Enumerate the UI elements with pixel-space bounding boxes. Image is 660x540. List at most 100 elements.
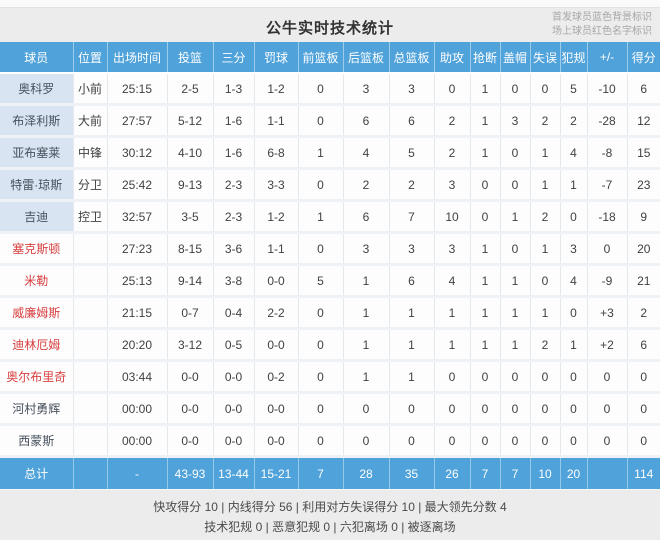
- stat-cell: -18: [587, 200, 628, 234]
- column-header: 三分: [213, 42, 255, 74]
- stat-cell: 2: [560, 104, 588, 138]
- stat-cell: 25:42: [107, 168, 168, 202]
- stat-cell: 0: [530, 360, 561, 394]
- stat-cell: 3-3: [254, 168, 299, 202]
- stat-cell: 4: [343, 136, 390, 170]
- total-stat-cell: -: [107, 456, 168, 489]
- player-row: 特雷·琼斯 分卫 25:42 9-13 2-3 3-3 0 2 2 3 0 0 1 1 -7 23: [0, 168, 660, 202]
- stat-cell: 0: [298, 232, 344, 266]
- summary-line-1: 快攻得分 10 | 内线得分 56 | 利用对方失误得分 10 | 最大领先分数…: [153, 500, 507, 514]
- stat-cell: 4: [434, 264, 471, 298]
- stat-cell: 1: [343, 264, 390, 298]
- stat-cell: 1: [470, 73, 501, 106]
- stat-cell: 6: [627, 328, 660, 362]
- column-header: 盖帽: [500, 42, 531, 74]
- stat-cell: 25:13: [107, 264, 168, 298]
- stat-cell: 0: [560, 360, 588, 394]
- stat-cell: 0: [530, 424, 561, 458]
- stat-cell: 0: [389, 392, 435, 426]
- stat-cell: 1: [530, 232, 561, 266]
- stat-cell: 1-3: [213, 73, 255, 106]
- stat-cell: 控卫: [73, 200, 108, 234]
- stat-cell: 1-6: [213, 136, 255, 170]
- stat-cell: 6: [389, 104, 435, 138]
- stat-cell: 0: [298, 424, 344, 458]
- stat-cell: 1: [470, 232, 501, 266]
- stat-cell: 27:57: [107, 104, 168, 138]
- stat-cell: 3: [389, 73, 435, 106]
- stat-cell: 3: [500, 104, 531, 138]
- stat-cell: 20: [627, 232, 660, 266]
- total-stat-cell: 15-21: [254, 456, 299, 489]
- column-header: 出场时间: [107, 42, 168, 74]
- total-stat-cell: 13-44: [213, 456, 255, 489]
- stat-cell: 2-5: [167, 73, 214, 106]
- total-stat-cell: 35: [389, 456, 435, 489]
- stat-cell: 3: [343, 232, 390, 266]
- player-name-cell: 河村勇辉: [0, 392, 74, 426]
- stat-cell: 大前: [73, 104, 108, 138]
- stat-cell: [73, 264, 108, 298]
- player-name-cell: 威廉姆斯: [0, 296, 74, 330]
- stat-cell: 3: [434, 232, 471, 266]
- stat-cell: 0: [560, 200, 588, 234]
- table-body: 奥科罗 小前 25:15 2-5 1-3 1-2 0 3 3 0 1 0 0 5 -10 6 布泽利斯 大前 27:…: [0, 73, 660, 458]
- player-name-cell: 塞克斯顿: [0, 232, 74, 266]
- stat-cell: 1: [298, 200, 344, 234]
- stat-cell: 3: [434, 168, 471, 202]
- player-row: 亚布塞莱 中锋 30:12 4-10 1-6 6-8 1 4 5 2 1 0 1 4 -8 15: [0, 136, 660, 170]
- stat-cell: 0: [470, 392, 501, 426]
- stat-cell: 1-2: [254, 200, 299, 234]
- stat-cell: 0: [587, 360, 628, 394]
- stat-cell: 中锋: [73, 136, 108, 170]
- stat-cell: 0-0: [213, 392, 255, 426]
- stat-cell: 1-6: [213, 104, 255, 138]
- stat-cell: 6: [389, 264, 435, 298]
- stat-cell: 0-0: [213, 424, 255, 458]
- stat-cell: [73, 424, 108, 458]
- stat-cell: 2: [343, 168, 390, 202]
- stat-cell: 1: [343, 296, 390, 330]
- legend-line-oncourt: 场上球员红色名字标识: [552, 26, 652, 37]
- stat-cell: 2: [530, 200, 561, 234]
- stat-cell: 1-1: [254, 232, 299, 266]
- column-header: 得分: [627, 42, 660, 74]
- stat-cell: 1-2: [254, 73, 299, 106]
- stat-cell: 0: [298, 392, 344, 426]
- stat-cell: 0-0: [254, 424, 299, 458]
- stat-cell: 0: [470, 424, 501, 458]
- stat-cell: 1: [434, 296, 471, 330]
- stat-cell: 分卫: [73, 168, 108, 202]
- player-row: 威廉姆斯 21:15 0-7 0-4 2-2 0 1 1 1 1 1 1 0 +3 2: [0, 296, 660, 330]
- stat-cell: 6: [343, 104, 390, 138]
- stat-cell: 1: [343, 328, 390, 362]
- stat-cell: 7: [389, 200, 435, 234]
- stat-cell: 0: [434, 360, 471, 394]
- stat-cell: 2: [627, 296, 660, 330]
- total-stat-cell: [73, 456, 108, 489]
- stat-cell: 20:20: [107, 328, 168, 362]
- column-header: 前篮板: [298, 42, 344, 74]
- stat-cell: 1: [470, 328, 501, 362]
- stat-cell: 8-15: [167, 232, 214, 266]
- stat-cell: 1: [470, 296, 501, 330]
- stat-cell: 1: [500, 264, 531, 298]
- stat-cell: 0: [530, 264, 561, 298]
- stat-cell: 3: [560, 232, 588, 266]
- stat-cell: [73, 296, 108, 330]
- stat-cell: 3: [389, 232, 435, 266]
- stat-cell: 0: [587, 392, 628, 426]
- stat-cell: 0: [500, 232, 531, 266]
- stat-cell: 1: [470, 136, 501, 170]
- player-row: 奥尔布里奇 03:44 0-0 0-0 0-2 0 1 1 0 0 0 0 0 0 0: [0, 360, 660, 394]
- player-row: 河村勇辉 00:00 0-0 0-0 0-0 0 0 0 0 0 0 0 0 0 0: [0, 392, 660, 426]
- stat-cell: 1: [470, 104, 501, 138]
- player-row: 迪林厄姆 20:20 3-12 0-5 0-0 0 1 1 1 1 1 2 1 +2 6: [0, 328, 660, 362]
- total-stat-cell: [587, 456, 628, 489]
- stat-cell: 2: [434, 104, 471, 138]
- total-label-cell: 总计: [0, 456, 74, 489]
- stat-cell: 2: [530, 328, 561, 362]
- stats-table: 球员 位置 出场时间 投篮 三分 罚球 前篮板 后篮板 总篮板 助攻 抢断 盖帽 失误 犯规 +/- 得分 奥…: [0, 42, 660, 489]
- column-header: +/-: [587, 42, 628, 74]
- stat-cell: 3-12: [167, 328, 214, 362]
